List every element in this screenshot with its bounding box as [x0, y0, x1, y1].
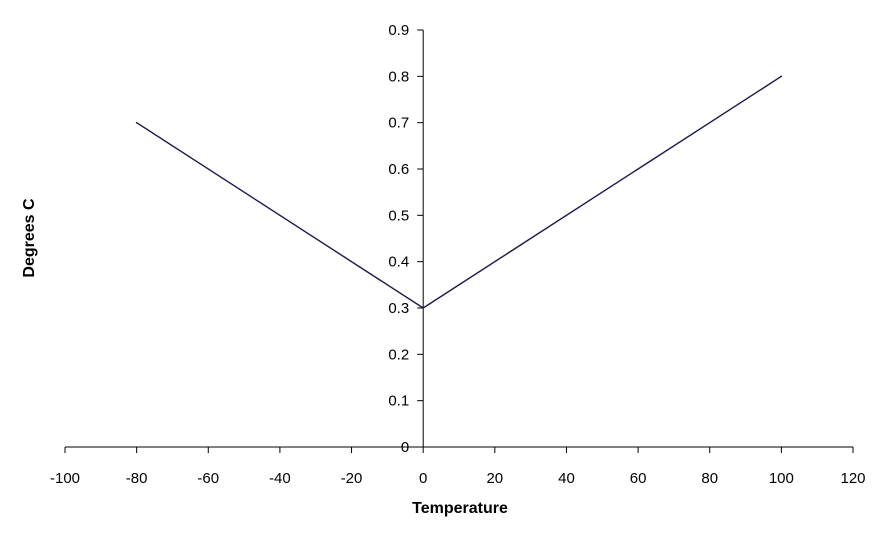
y-tick-label: 0.5 — [388, 207, 409, 224]
y-tick-label: 0.6 — [388, 161, 409, 178]
x-tick-label: 60 — [630, 470, 647, 487]
y-tick-label: 0.7 — [388, 115, 409, 132]
x-tick-label: -100 — [50, 470, 80, 487]
x-tick-label: 0 — [419, 470, 427, 487]
x-axis: -100 -80 -60 -40 -20 0 20 40 60 80 100 120 — [50, 446, 866, 487]
data-point — [780, 75, 783, 78]
data-point — [135, 121, 138, 124]
y-tick-label: 0.1 — [388, 393, 409, 410]
y-axis: 0 0.1 0.2 0.3 0.4 0.5 0.6 0.7 0.8 0.9 — [388, 22, 424, 456]
y-tick-label: 0.9 — [388, 22, 409, 39]
x-tick-label: 100 — [769, 470, 794, 487]
y-axis-title: Degrees C — [21, 198, 38, 278]
x-tick-label: 40 — [558, 470, 575, 487]
x-tick-label: -60 — [197, 470, 219, 487]
y-tick-label: 0 — [401, 439, 409, 456]
x-tick-label: -20 — [341, 470, 363, 487]
x-tick-label: 120 — [840, 470, 865, 487]
x-tick-label: -40 — [269, 470, 291, 487]
y-tick-label: 0.4 — [388, 254, 409, 271]
x-tick-label: 80 — [701, 470, 718, 487]
data-point — [422, 307, 424, 309]
series-layer — [135, 75, 783, 309]
series-line-1 — [136, 75, 782, 309]
x-tick-label: 20 — [486, 470, 503, 487]
y-tick-label: 0.2 — [388, 346, 409, 363]
y-tick-label: 0.8 — [388, 68, 409, 85]
x-tick-label: -80 — [126, 470, 148, 487]
y-tick-label: 0.3 — [388, 300, 409, 317]
x-axis-title: Temperature — [412, 500, 508, 517]
